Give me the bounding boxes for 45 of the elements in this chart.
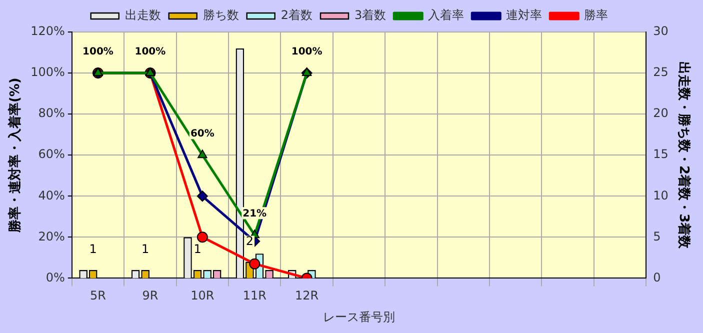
y-tick-label: 120% [30, 24, 65, 38]
x-tick-label: 5R [90, 288, 106, 303]
y-tick-label: 80% [38, 106, 65, 120]
y-tick-label: 40% [38, 188, 65, 202]
data-label: 2 [246, 234, 254, 248]
legend-label: 勝率 [584, 8, 608, 22]
data-label: 1 [141, 242, 150, 256]
data-label: 1 [89, 242, 97, 256]
y-axis-title: 勝率・連対率・入着率(%) [7, 78, 24, 234]
y2-tick-label: 20 [653, 106, 668, 120]
data-label: 1 [194, 242, 202, 256]
data-label: 100% [291, 46, 322, 58]
data-label: 21% [242, 208, 267, 220]
y2-tick-label: 5 [653, 229, 661, 244]
x-tick-label: 11R [242, 288, 266, 303]
point [302, 68, 312, 76]
legend-label: 勝ち数 [202, 8, 239, 22]
legend-label: 2着数 [280, 8, 313, 22]
point [145, 68, 156, 76]
y-tick-label: 0% [46, 270, 65, 284]
y2-axis-title: 出走数・勝ち数・2着数・3着数 [676, 62, 692, 250]
x-tick-label: 9R [142, 288, 158, 303]
y-tick-label: 20% [38, 229, 65, 244]
x-axis-title: レース番号別 [323, 310, 396, 324]
legend-label: 出走数 [124, 8, 161, 22]
point [196, 190, 208, 202]
point [198, 150, 208, 158]
y2-tick-label: 30 [653, 24, 668, 38]
legend-label: 入着率 [428, 8, 464, 22]
y2-tick-label: 10 [653, 188, 668, 202]
x-tick-label: 12R [295, 288, 319, 303]
point [93, 68, 103, 76]
point [249, 258, 260, 270]
data-label: 60% [190, 128, 214, 140]
y2-tick-label: 15 [653, 147, 668, 162]
y2-tick-label: 0 [653, 270, 661, 284]
y2-tick-label: 25 [653, 65, 668, 80]
point [196, 232, 208, 243]
legend-label: 3着数 [354, 8, 386, 22]
y-tick-label: 100% [30, 65, 65, 80]
y-tick-label: 60% [38, 147, 65, 162]
data-label: 100% [82, 46, 114, 58]
x-tick-label: 10R [190, 288, 214, 303]
legend-label: 連対率 [506, 8, 542, 22]
data-label: 100% [134, 46, 166, 58]
